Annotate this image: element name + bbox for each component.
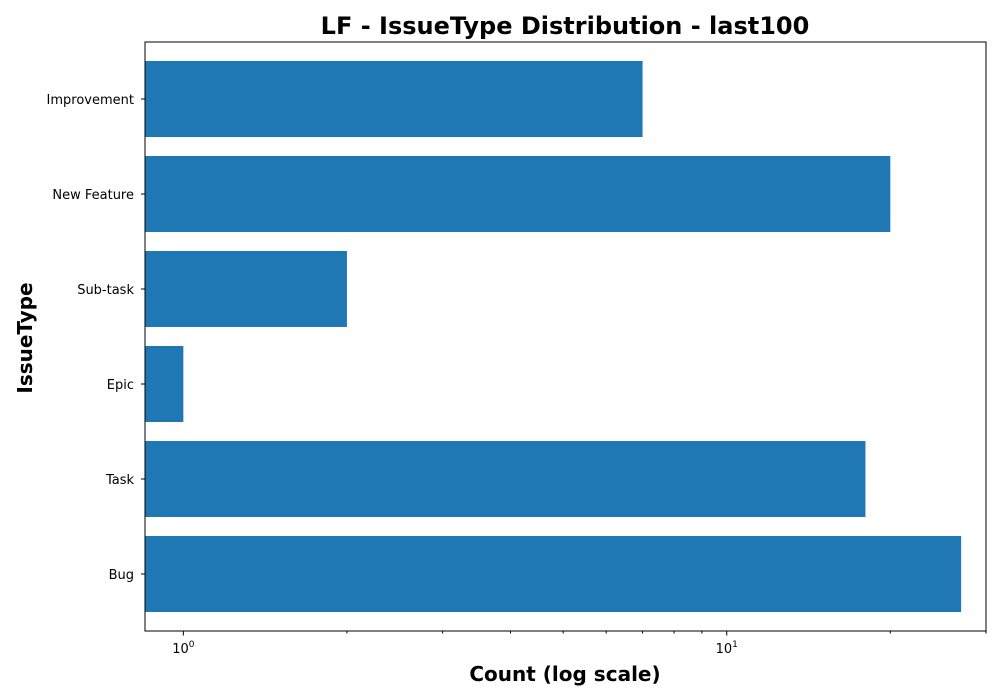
x-axis-label: Count (log scale) (469, 662, 660, 686)
y-tick-label: Task (105, 473, 135, 488)
y-tick-label: Sub-task (77, 283, 134, 298)
y-tick-label: Bug (109, 568, 134, 583)
y-tick-label: New Feature (52, 188, 134, 203)
bar-new-feature (145, 156, 891, 232)
x-axis-ticks: 100 101 (172, 631, 987, 657)
y-tick-label: Improvement (47, 93, 134, 108)
plot-frame (144, 41, 987, 632)
bar-bug (145, 536, 962, 612)
bar-epic (145, 346, 184, 422)
x-tick-label: 101 (716, 640, 738, 657)
bar-task (145, 441, 866, 517)
bars-group (145, 61, 962, 612)
bar-improvement (145, 61, 643, 137)
bar-sub-task (145, 251, 347, 327)
y-axis-label: IssueType (13, 282, 37, 393)
chart-title: LF - IssueType Distribution - last100 (321, 12, 810, 40)
x-tick-label: 100 (172, 640, 195, 657)
y-axis-ticks: Bug Task Epic Sub-task New Feature Improvemen… (47, 93, 145, 583)
y-tick-label: Epic (107, 378, 134, 393)
